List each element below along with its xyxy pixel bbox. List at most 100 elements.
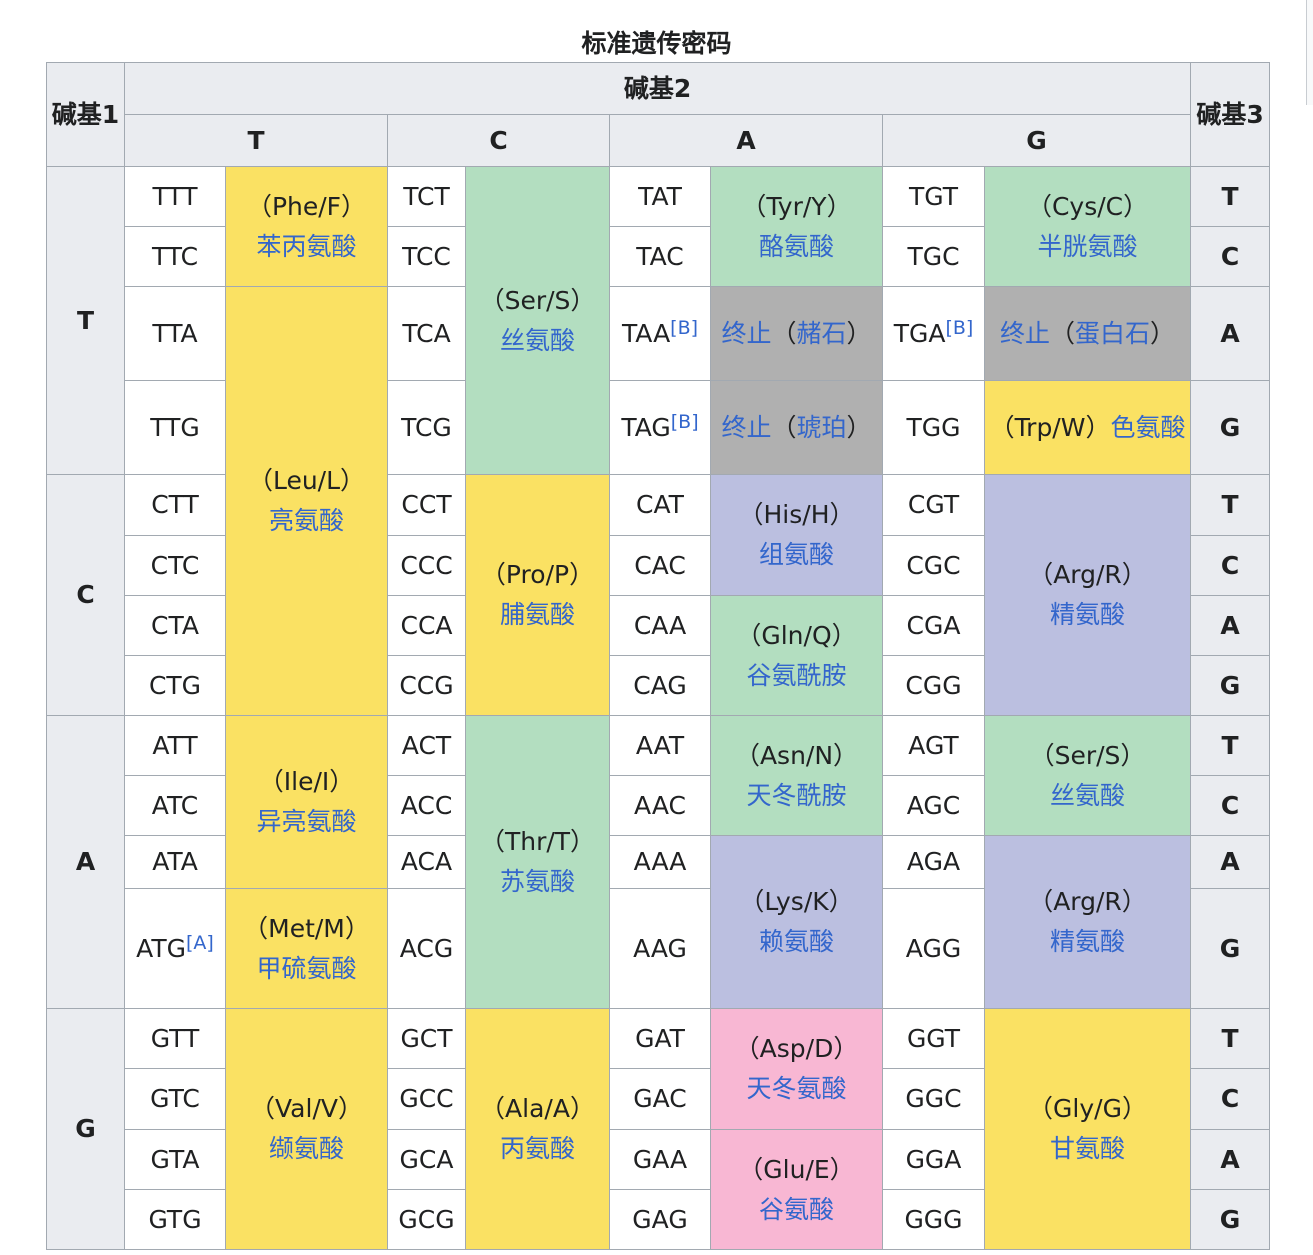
amino-acid-ser: （Ser/S） 丝氨酸: [465, 166, 610, 475]
row-header-a: A: [46, 715, 125, 1009]
opal-link[interactable]: 蛋白石: [1075, 318, 1151, 348]
codon-cell: CAC: [609, 535, 711, 596]
codon-cell: TCG: [387, 380, 466, 475]
codon-cell-ref: ATG[A]: [124, 888, 226, 1009]
footnote-ref-b[interactable]: [B]: [670, 316, 699, 339]
third-base-t: T: [1190, 1008, 1271, 1069]
amino-link-asn[interactable]: 天冬酰胺: [746, 780, 847, 810]
row-header-g: G: [46, 1008, 125, 1250]
amino-acid-trp: （Trp/W）色氨酸: [983, 380, 1192, 475]
codon-cell: AAG: [609, 888, 711, 1009]
codon-cell: TCA: [387, 286, 466, 381]
amino-link-trp[interactable]: 色氨酸: [1110, 412, 1186, 442]
codon-cell: GTG: [124, 1189, 226, 1250]
codon-cell: GAT: [609, 1008, 711, 1069]
amino-link-his[interactable]: 组氨酸: [758, 540, 834, 569]
codon-cell: TAT: [609, 166, 711, 227]
amino-link-pro[interactable]: 脯氨酸: [499, 600, 575, 629]
amino-link-arg[interactable]: 精氨酸: [1050, 600, 1126, 629]
codon-cell: AAC: [609, 775, 711, 836]
codon-cell: CCC: [387, 535, 466, 596]
stop-link[interactable]: 终止: [721, 412, 772, 442]
third-base-g: G: [1190, 380, 1271, 475]
codon-cell: GAA: [609, 1129, 711, 1190]
stop-link[interactable]: 终止: [999, 318, 1050, 348]
codon-cell: TTT: [124, 166, 226, 227]
amino-link-leu[interactable]: 亮氨酸: [268, 506, 344, 535]
amino-acid-gln: （Gln/Q） 谷氨酰胺: [710, 595, 883, 716]
third-base-a: A: [1190, 1129, 1271, 1190]
amino-acid-arg: （Arg/R） 精氨酸: [983, 474, 1192, 716]
codon-cell: CTC: [124, 535, 226, 596]
amino-link-thr[interactable]: 苏氨酸: [499, 867, 575, 896]
codon-cell: GGT: [882, 1008, 985, 1069]
amino-link-gln[interactable]: 谷氨酰胺: [746, 660, 847, 690]
amino-acid-cys: （Cys/C） 半胱氨酸: [983, 166, 1192, 287]
footnote-ref-a[interactable]: [A]: [185, 931, 214, 954]
codon-cell: GCC: [387, 1068, 466, 1130]
third-base-t: T: [1190, 474, 1271, 536]
amino-link-met[interactable]: 甲硫氨酸: [256, 953, 357, 983]
amino-acid-ile: （Ile/I） 异亮氨酸: [225, 715, 388, 889]
codon-cell: CAT: [609, 474, 711, 536]
codon-cell-ref: TGA[B]: [882, 286, 985, 381]
third-base-t: T: [1190, 715, 1271, 776]
footnote-ref-b[interactable]: [B]: [945, 316, 974, 339]
codon-cell: CAA: [609, 595, 711, 656]
third-base-c: C: [1190, 1068, 1271, 1130]
amino-link-gly[interactable]: 甘氨酸: [1050, 1134, 1126, 1163]
codon-cell: ACA: [387, 835, 466, 889]
amino-link-ile[interactable]: 异亮氨酸: [256, 807, 357, 836]
codon-cell: ACC: [387, 775, 466, 836]
codon-cell: GGG: [882, 1189, 985, 1250]
amino-link-tyr[interactable]: 酪氨酸: [758, 231, 834, 261]
amino-link-ser-2[interactable]: 丝氨酸: [1050, 780, 1126, 810]
stop-link[interactable]: 终止: [721, 318, 772, 348]
codon-cell: GCG: [387, 1189, 466, 1250]
codon-cell: GAC: [609, 1068, 711, 1130]
amino-acid-phe: （Phe/F） 苯丙氨酸: [225, 166, 388, 287]
third-base-g: G: [1190, 655, 1271, 716]
ochre-link[interactable]: 赭石: [796, 318, 847, 348]
footnote-ref-b[interactable]: [B]: [670, 410, 699, 433]
codon-cell: TGC: [882, 226, 985, 287]
codon-cell: CGG: [882, 655, 985, 716]
header-col-t: T: [124, 114, 388, 167]
third-base-c: C: [1190, 775, 1271, 836]
third-base-a: A: [1190, 595, 1271, 656]
codon-cell: CCG: [387, 655, 466, 716]
amino-link-ala[interactable]: 丙氨酸: [499, 1134, 575, 1163]
stop-amber: 终止（琥珀）: [710, 380, 883, 475]
codon-cell: TGT: [882, 166, 985, 227]
header-base2: 碱基2: [123, 62, 1192, 115]
codon-cell: GTA: [124, 1129, 226, 1190]
codon-cell: TGG: [882, 380, 985, 475]
amino-acid-arg-2: （Arg/R） 精氨酸: [983, 835, 1192, 1009]
codon-cell: GAG: [609, 1189, 711, 1250]
codon-cell: CTA: [124, 595, 226, 656]
amino-link-glu[interactable]: 谷氨酸: [758, 1194, 834, 1224]
amino-link-cys[interactable]: 半胱氨酸: [1037, 231, 1138, 261]
amino-link-asp[interactable]: 天冬氨酸: [746, 1074, 847, 1103]
third-base-a: A: [1190, 286, 1271, 381]
codon-cell: ACT: [387, 715, 466, 776]
genetic-code-table: 碱基1 碱基2 碱基3 T C A G T TTT （Phe/F） 苯丙氨酸 T…: [46, 62, 1271, 1250]
codon-cell: TCT: [387, 166, 466, 227]
amino-link-val[interactable]: 缬氨酸: [268, 1134, 344, 1163]
row-header-c: C: [46, 474, 125, 716]
amino-acid-glu: （Glu/E） 谷氨酸: [710, 1129, 883, 1250]
amino-link-phe[interactable]: 苯丙氨酸: [256, 231, 357, 261]
codon-cell: TAC: [609, 226, 711, 287]
codon-cell-ref: TAA[B]: [609, 286, 711, 381]
amino-link-ser[interactable]: 丝氨酸: [499, 325, 575, 355]
codon-cell: CTG: [124, 655, 226, 716]
codon-cell: CGA: [882, 595, 985, 656]
amber-link[interactable]: 琥珀: [796, 412, 847, 442]
codon-cell: AGC: [882, 775, 985, 836]
header-col-c: C: [387, 114, 610, 167]
codon-cell: CTT: [124, 474, 226, 536]
codon-cell: GCT: [387, 1008, 466, 1069]
codon-cell: TTC: [124, 226, 226, 287]
amino-link-arg-2[interactable]: 精氨酸: [1050, 927, 1126, 956]
amino-link-lys[interactable]: 赖氨酸: [758, 927, 834, 956]
